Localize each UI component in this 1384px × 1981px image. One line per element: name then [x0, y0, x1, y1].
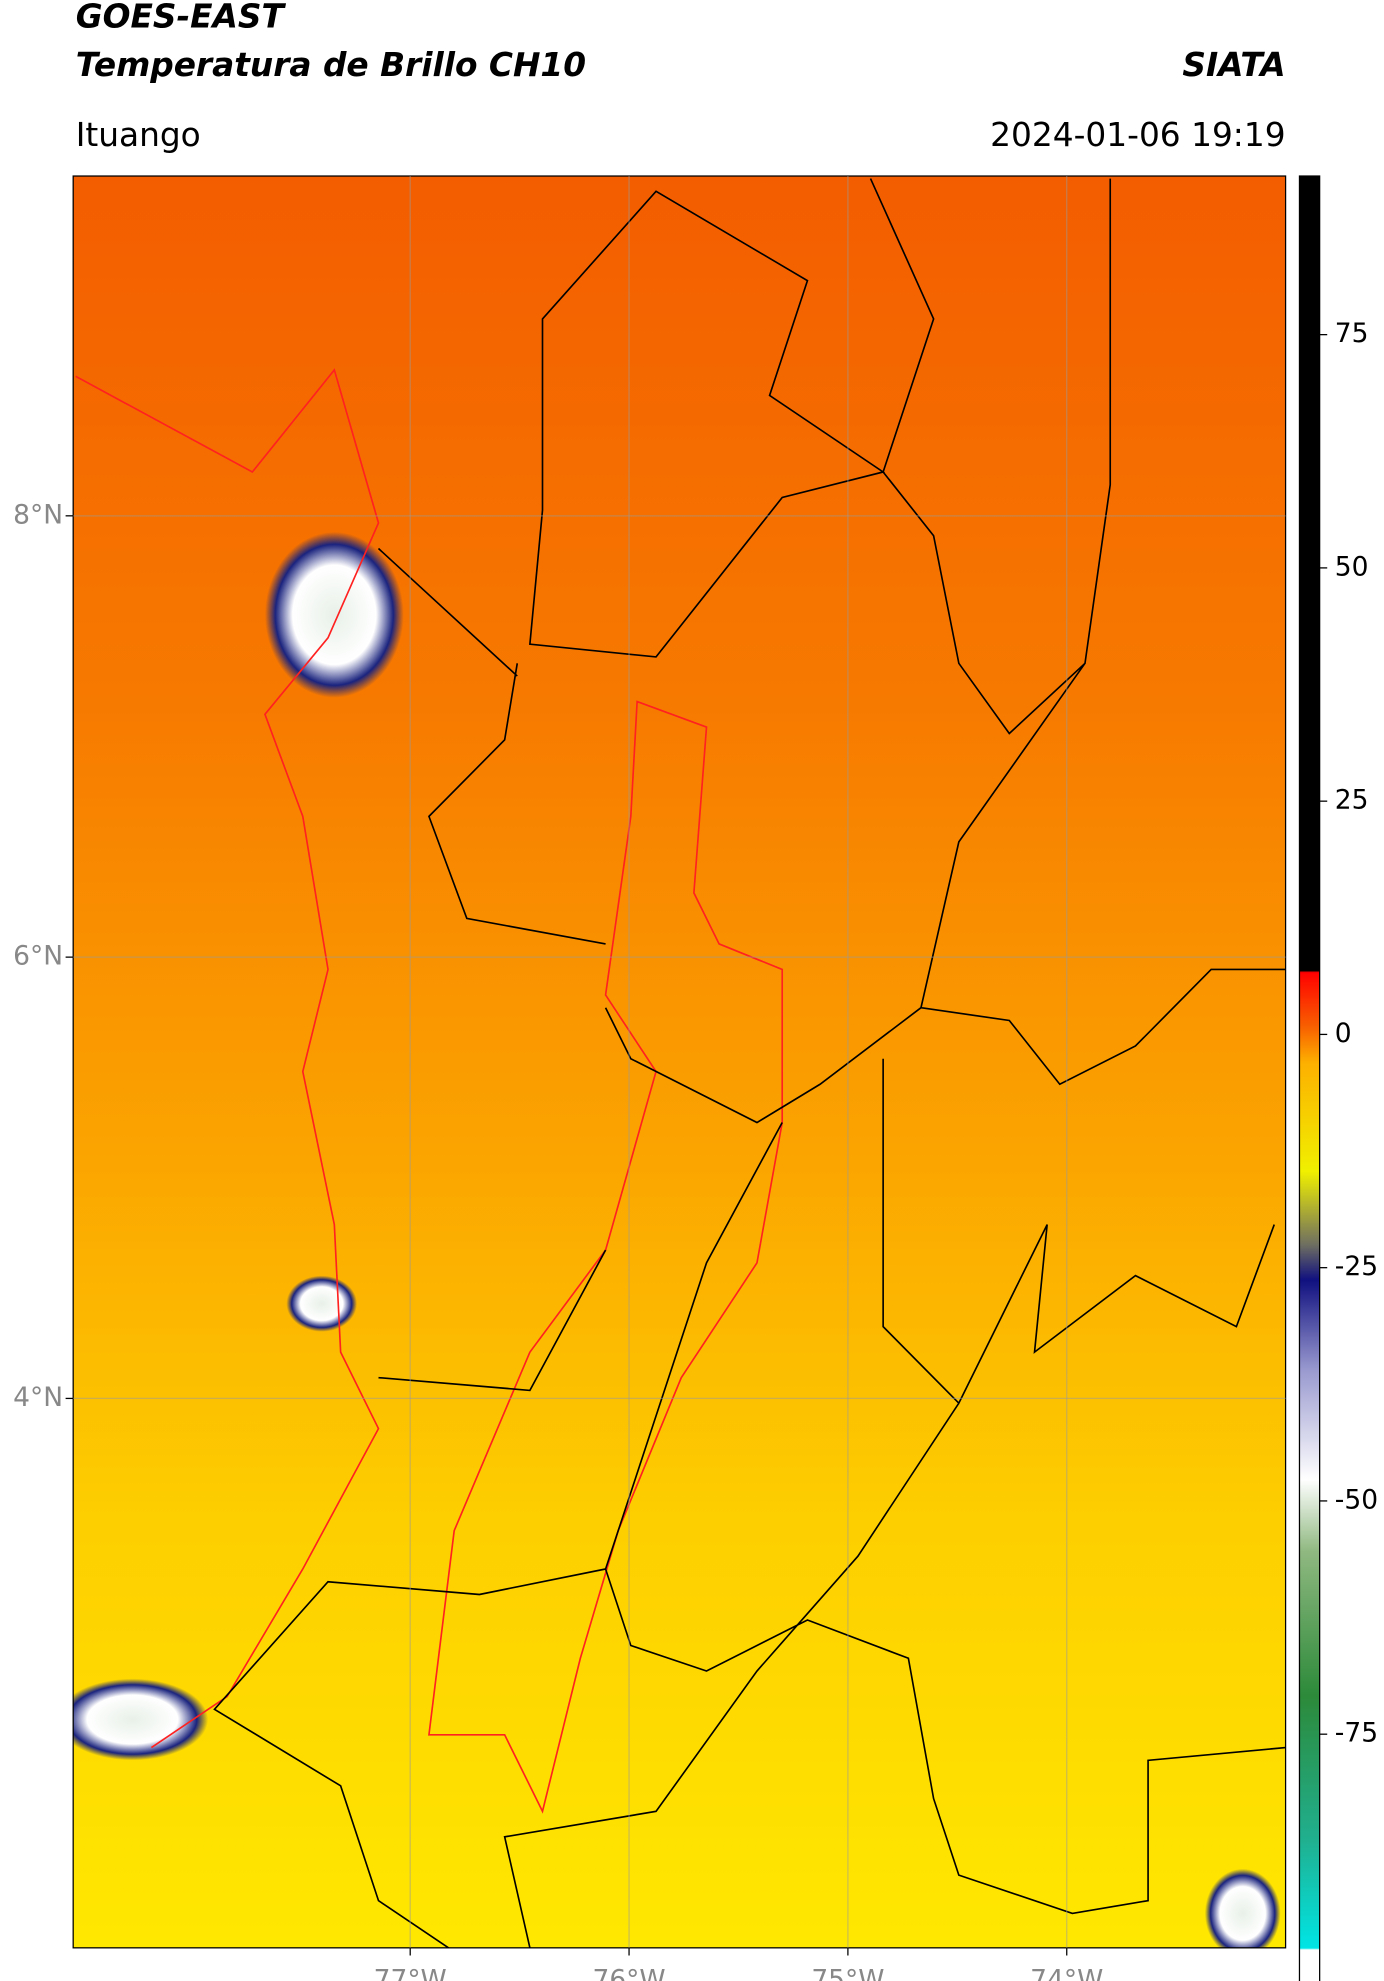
colorbar-tick-label: -50 [1335, 1484, 1378, 1515]
location: Ituango [76, 115, 201, 154]
cloud [286, 1275, 358, 1332]
cloud [73, 1678, 209, 1761]
datetime: 2024-01-06 19:19 [990, 115, 1285, 154]
x-tick-label: 76°W [592, 1964, 665, 1981]
colorbar [1298, 175, 1321, 1981]
antioquia-border [428, 700, 784, 1814]
x-tick-label: 75°W [811, 1964, 884, 1981]
source: SIATA [1182, 45, 1285, 84]
title: GOES-EAST [76, 0, 287, 35]
cloud [1204, 1868, 1281, 1948]
map-frame [72, 175, 1287, 1949]
colorbar-tick-label: -75 [1335, 1718, 1378, 1749]
colorbar-tick-label: 25 [1335, 785, 1369, 816]
cloud [264, 531, 404, 698]
colorbar-tick-label: 0 [1335, 1018, 1352, 1049]
y-tick-label: 4°N [13, 1382, 63, 1413]
coastline [75, 368, 380, 1749]
admin-border [213, 178, 1286, 1948]
map-background [73, 176, 1286, 1948]
subtitle: Temperatura de Brillo CH10 [76, 45, 586, 84]
colorbar-tick-label: 75 [1335, 318, 1369, 349]
colorbar-tick-label: 50 [1335, 551, 1369, 582]
colorbar-tick-label: -25 [1335, 1251, 1378, 1282]
x-tick-label: 74°W [1030, 1964, 1103, 1981]
map [73, 176, 1286, 1948]
x-tick-label: 77°W [374, 1964, 447, 1981]
y-tick-label: 6°N [13, 941, 63, 972]
y-tick-label: 8°N [13, 499, 63, 530]
